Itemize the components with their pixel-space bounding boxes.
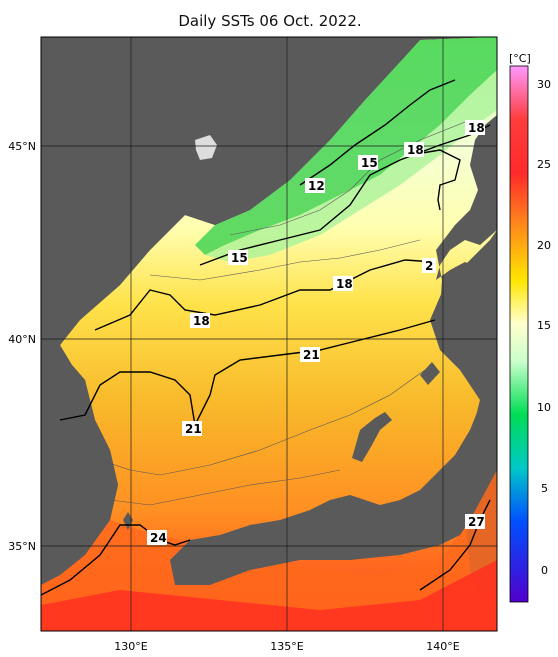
isotherm-18 bbox=[94, 259, 436, 331]
isotherm-label: 12 bbox=[308, 179, 325, 193]
hokkaido-land bbox=[436, 37, 497, 395]
isotherm-label: 18 bbox=[407, 143, 424, 157]
isotherm-label: 15 bbox=[361, 156, 378, 170]
colorbar-tick: 25 bbox=[537, 158, 551, 171]
korea-peninsula bbox=[41, 350, 118, 585]
colorbar-scale bbox=[509, 65, 529, 603]
isotherm-21 bbox=[59, 319, 436, 428]
colorbar-tick: 5 bbox=[541, 482, 548, 495]
lat-label-40: 40°N bbox=[8, 333, 36, 346]
isotherm-24 bbox=[41, 524, 191, 596]
latitude-labels: 45°N 40°N 35°N bbox=[8, 140, 36, 553]
isotherm-label: 27 bbox=[468, 515, 485, 529]
isotherm-label: 24 bbox=[150, 531, 167, 545]
colorbar: [°C] 30 25 20 15 10 5 0 bbox=[509, 52, 551, 603]
graticule bbox=[41, 37, 497, 631]
isotherm-label: 18 bbox=[468, 121, 485, 135]
oki-island bbox=[295, 514, 306, 524]
korea-land bbox=[41, 37, 420, 350]
isotherm-labels: 18 15 18 12 15 2 18 18 21 21 24 27 bbox=[147, 120, 485, 545]
lon-label-135: 135°E bbox=[270, 640, 303, 653]
isotherm-27 bbox=[419, 499, 491, 591]
colorbar-tick: 15 bbox=[537, 319, 551, 332]
lat-label-35: 35°N bbox=[8, 540, 36, 553]
colorbar-tick: 20 bbox=[537, 239, 551, 252]
hot-south bbox=[41, 560, 497, 631]
map-frame bbox=[40, 36, 498, 632]
cool-band bbox=[205, 70, 497, 262]
isotherm-18-north bbox=[409, 149, 461, 211]
warm-south bbox=[41, 470, 497, 631]
map-title: Daily SSTs 06 Oct. 2022. bbox=[178, 12, 362, 30]
lon-label-140: 140°E bbox=[426, 640, 459, 653]
colorbar-tick: 10 bbox=[537, 401, 551, 414]
sado-island bbox=[420, 362, 440, 385]
isotherm-label: 21 bbox=[303, 348, 320, 362]
isotherm-label: 2 bbox=[425, 259, 433, 273]
longitude-labels: 130°E 135°E 140°E bbox=[114, 640, 459, 653]
minor-contours bbox=[99, 119, 471, 506]
isotherms bbox=[41, 79, 491, 596]
isotherm-label: 21 bbox=[185, 422, 202, 436]
lon-label-130: 130°E bbox=[114, 640, 147, 653]
isotherm-12 bbox=[299, 79, 456, 186]
colorbar-tick: 0 bbox=[541, 564, 548, 577]
colorbar-unit: [°C] bbox=[509, 52, 531, 65]
noto-peninsula bbox=[352, 412, 392, 462]
lat-label-45: 45°N bbox=[8, 140, 36, 153]
isotherm-label: 15 bbox=[231, 251, 248, 265]
isotherm-label: 18 bbox=[193, 314, 210, 328]
isotherm-15 bbox=[199, 124, 491, 266]
honshu-land bbox=[170, 395, 497, 585]
isotherm-label: 18 bbox=[336, 277, 353, 291]
sakhalin-lake bbox=[195, 135, 217, 160]
tsushima-island bbox=[123, 512, 133, 530]
colorbar-tick: 30 bbox=[537, 78, 551, 91]
